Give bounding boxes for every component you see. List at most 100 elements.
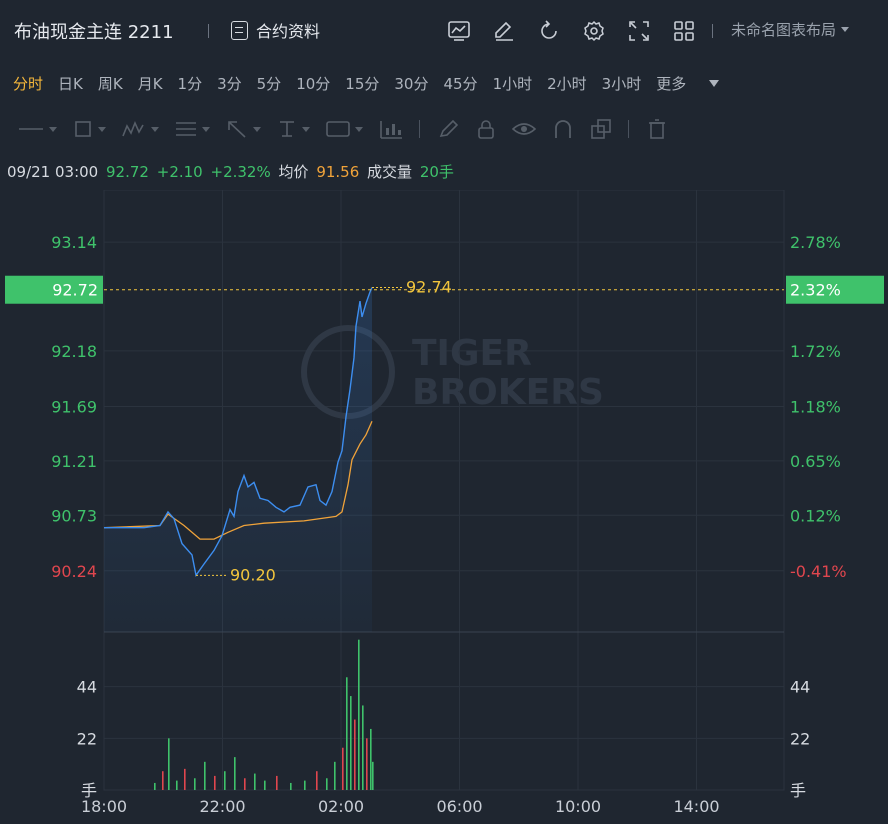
avg-price-label: 均价 [278,163,309,181]
bar-pattern-tool[interactable] [379,114,403,144]
high-marker-label: 92.74 [406,277,452,296]
avg-price-line [103,420,373,540]
arrow-tool[interactable] [226,114,261,144]
y-tick-pct-label: 2.78% [790,233,841,252]
volume-unit-label-right: 手 [790,781,806,800]
current-price-label: 92.72 [52,281,98,300]
fullscreen-icon[interactable] [624,16,654,46]
chart-indicator-icon[interactable] [444,16,474,46]
chart-header: 布油现金主连 2211 合约资料 未命名图表布局 [0,0,888,62]
period-tab[interactable]: 周K [97,74,123,93]
price-area [104,287,372,632]
volume-bar [362,705,364,790]
y-tick-label: 91.21 [51,452,97,471]
volume-bar [350,696,352,790]
volume-bar [194,778,196,790]
volume-bar [168,738,170,790]
text-tool[interactable] [277,114,310,144]
price-line [104,287,373,578]
volume-bar [304,780,306,790]
lock-tool[interactable] [476,114,496,144]
volume-bar [346,677,348,790]
brush-icon [439,119,459,138]
layout-label: 未命名图表布局 [731,21,837,39]
instrument-title[interactable]: 布油现金主连 2211 [14,22,174,43]
fibonacci-tool[interactable] [175,114,210,144]
refresh-icon[interactable] [534,16,564,46]
y-tick-pct-label: 1.72% [790,342,841,361]
delete-tool[interactable] [647,114,667,144]
line-icon [19,128,43,130]
current-price-tag [5,275,103,304]
y-tick-pct-label: 1.18% [790,397,841,416]
period-tab[interactable]: 日K [58,74,83,93]
avg-price-value: 91.56 [316,163,360,181]
period-tab[interactable]: 15分 [345,74,380,93]
volume-bar [334,761,336,790]
caret-down-icon [841,26,850,32]
wave-tool[interactable] [122,114,159,144]
x-tick-label: 02:00 [318,797,364,816]
layout-selector[interactable]: 未命名图表布局 [731,19,850,40]
volume-bar [162,771,164,790]
edit-icon[interactable] [489,16,519,46]
period-tab[interactable]: 45分 [443,74,478,93]
bar-pattern-icon [380,121,402,139]
quote-info-bar: 09/21 03:00 92.72 +2.10 +2.32% 均价 91.56 … [7,161,457,182]
volume-unit-label: 手 [81,781,97,800]
volume-bar [370,728,372,790]
brush-tool[interactable] [438,114,460,144]
period-tab[interactable]: 5分 [256,74,282,93]
x-tick-label: 22:00 [199,797,245,816]
y-tick-pct-label: -0.41% [790,562,847,581]
visibility-tool[interactable] [512,114,536,144]
current-pct-label: 2.32% [790,281,841,300]
period-tab[interactable]: 分时 [13,74,44,93]
settings-icon[interactable] [579,16,609,46]
x-tick-label: 10:00 [555,797,601,816]
current-pct-tag [786,275,884,304]
contract-info-label: 合约资料 [256,22,321,41]
grid-layout-icon[interactable] [669,16,699,46]
header-tools [444,16,699,46]
label-tool[interactable] [326,114,363,144]
contract-info-button[interactable]: 合约资料 [231,18,320,42]
fibonacci-icon [176,122,196,136]
line-tool[interactable] [18,114,57,144]
x-tick-label: 18:00 [81,797,127,816]
period-tab[interactable]: 30分 [394,74,429,93]
volume-bar [290,782,292,790]
volume-tick-label-right: 44 [790,678,810,697]
magnet-icon [555,120,571,138]
rectangle-icon [75,121,91,137]
x-tick-label: 14:00 [673,797,719,816]
magnet-tool[interactable] [552,114,574,144]
period-tab[interactable]: 3小时 [601,74,642,93]
period-tab[interactable]: 更多 [656,74,687,93]
period-tab[interactable]: 3分 [217,74,242,93]
watermark-line1: TIGER [412,333,532,374]
wave-icon [122,120,144,137]
period-tab[interactable]: 10分 [296,74,331,93]
lock-icon [478,120,494,139]
divider [419,120,420,138]
period-tab[interactable]: 1分 [177,74,203,93]
rectangle-tool[interactable] [73,114,106,144]
y-tick-label: 90.73 [51,506,97,525]
period-tab[interactable]: 2小时 [547,74,587,93]
volume-bar [342,747,344,790]
volume-bar [264,780,266,790]
low-marker-label: 90.20 [230,565,276,584]
period-tab[interactable]: 1小时 [492,74,533,93]
period-tab[interactable]: 月K [137,74,163,93]
quote-change: +2.10 [156,163,203,181]
y-tick-pct-label: 0.65% [790,452,841,471]
volume-bar [214,775,216,790]
watermark-line2: BROKERS [412,372,604,413]
volume-bar [254,773,256,790]
x-tick-label: 06:00 [436,797,482,816]
clone-tool[interactable] [590,114,612,144]
divider [628,120,629,138]
volume-bar [244,778,246,790]
